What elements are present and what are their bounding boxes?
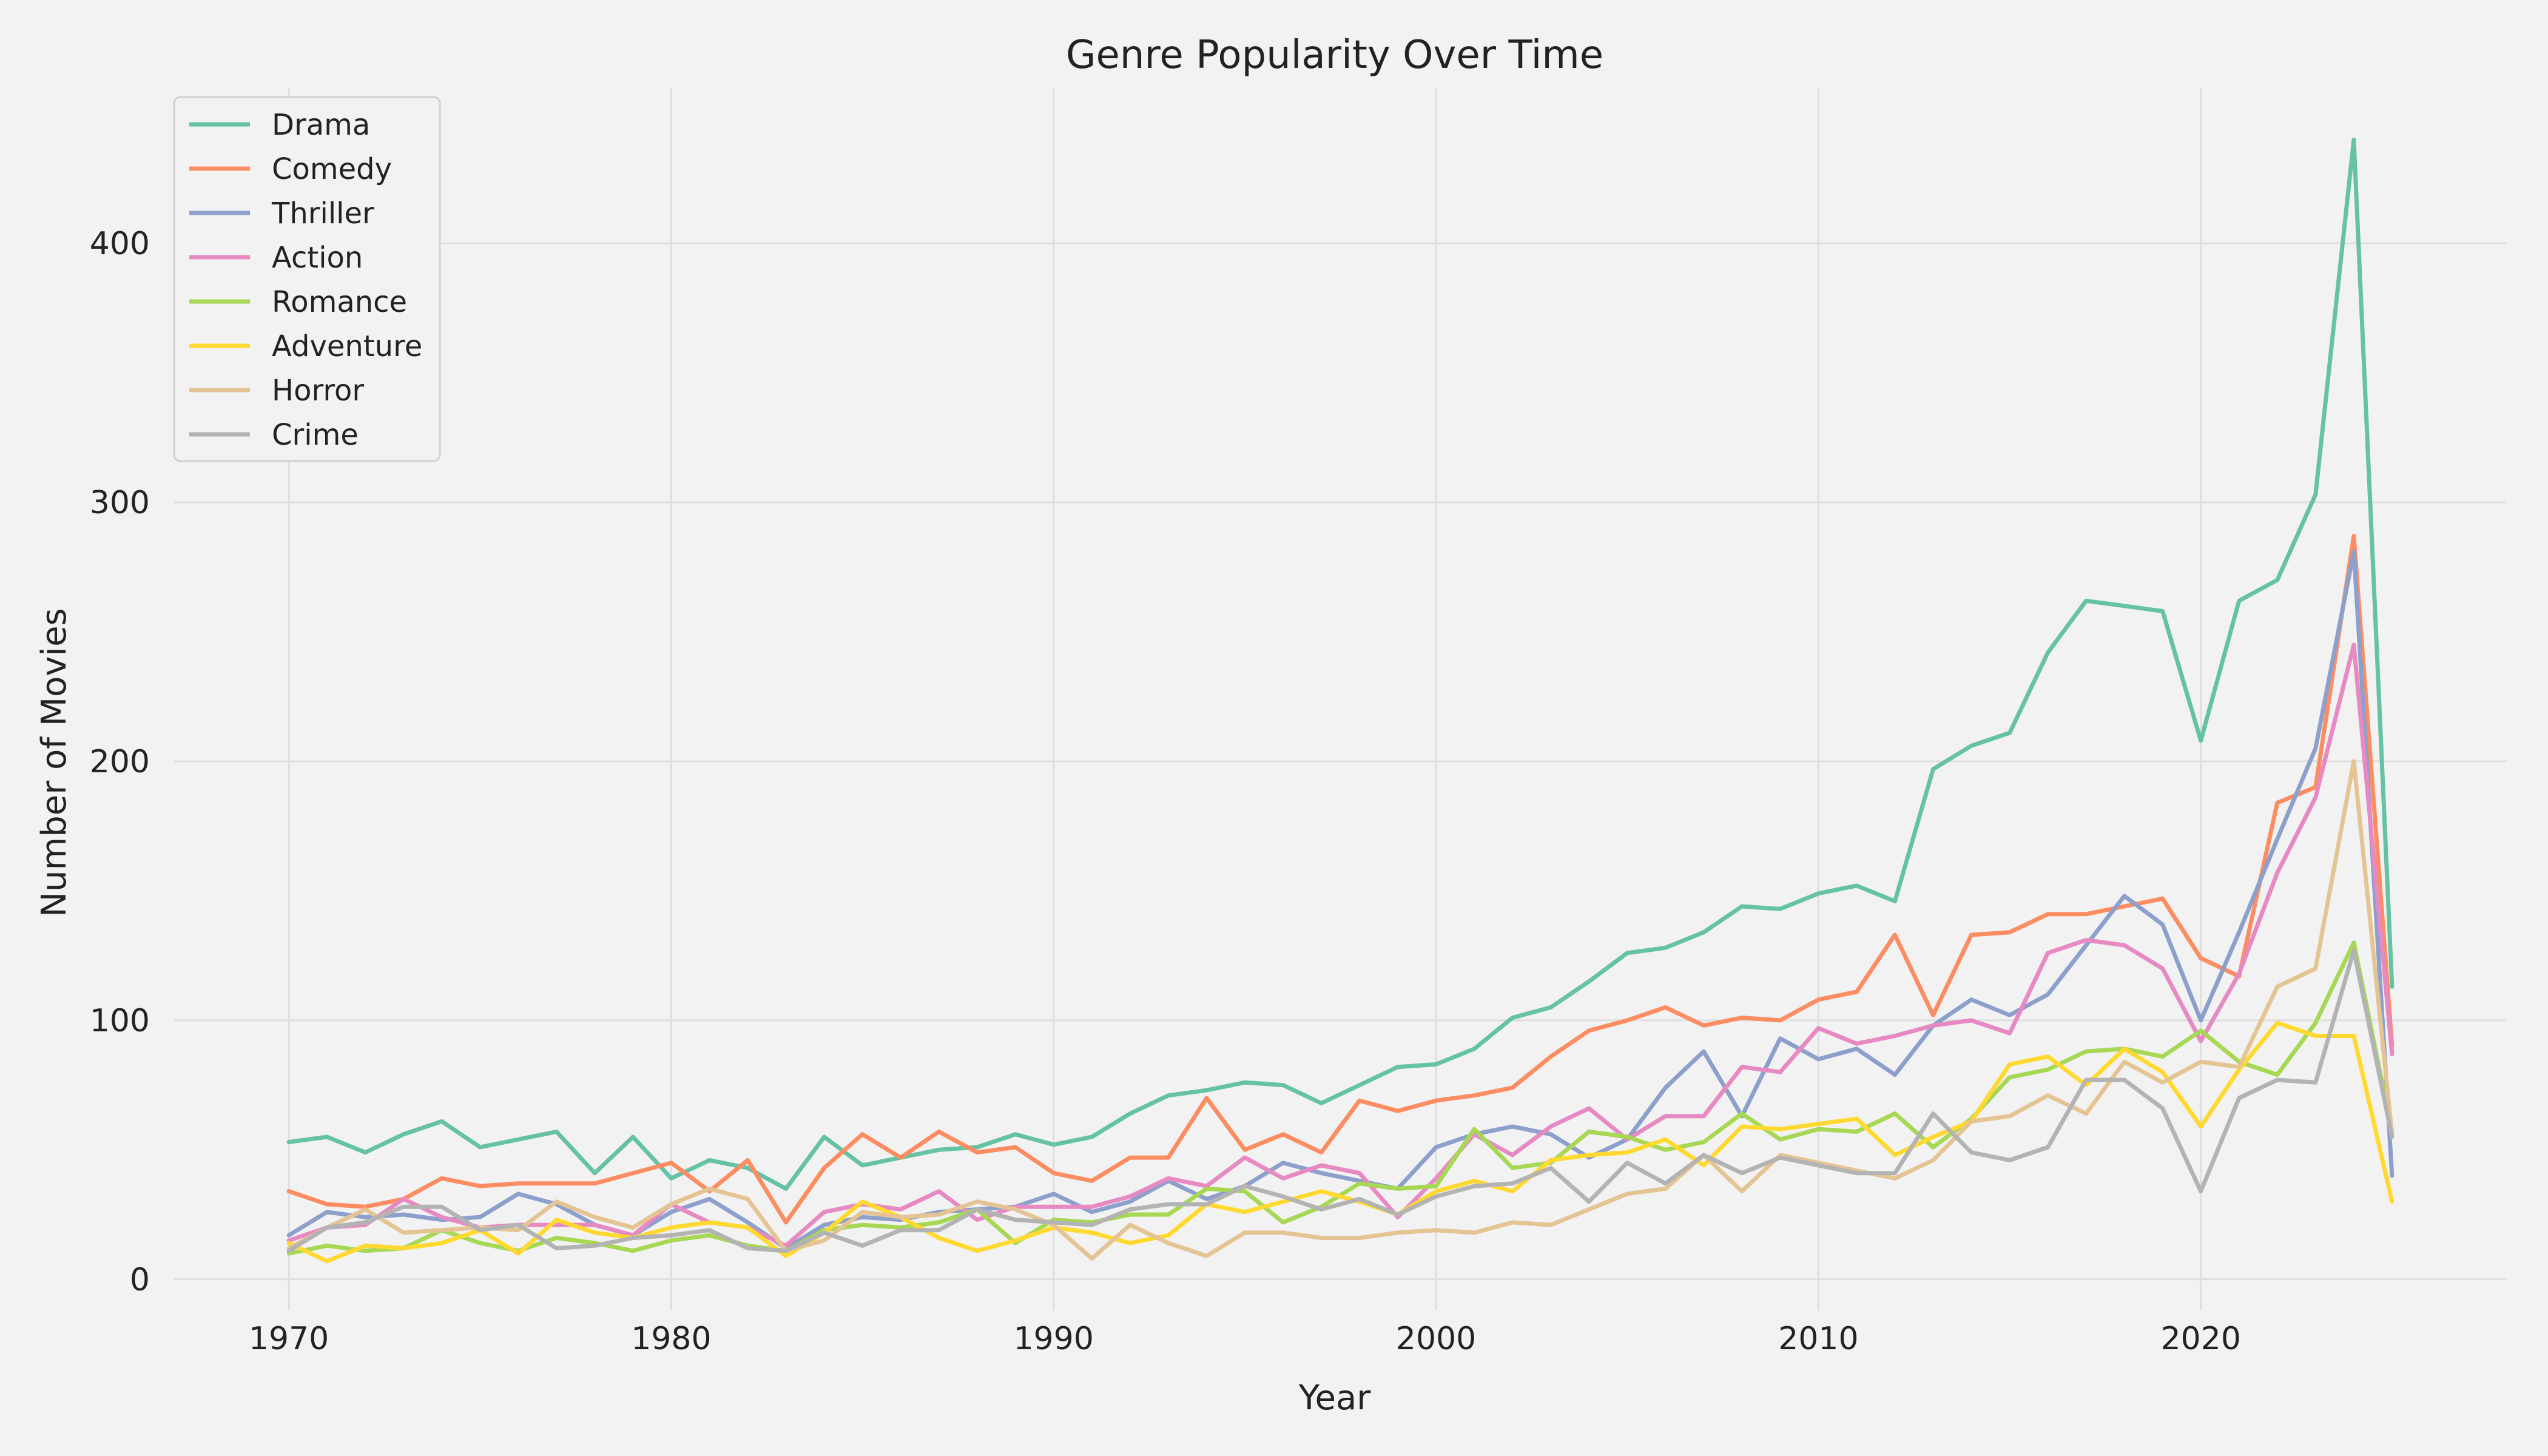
tick-labels: 1970 1980 1990 2000 2010 2020 0 100 200 300 400: [90, 226, 2241, 1357]
chart-title: Genre Popularity Over Time: [1066, 33, 1603, 78]
y-tick-label: 200: [90, 744, 150, 780]
y-tick-label: 300: [90, 485, 150, 521]
legend-label-adventure: Adventure: [272, 329, 422, 363]
legend-label-comedy: Comedy: [272, 152, 392, 186]
grid-lines: [174, 88, 2507, 1310]
legend-box: [173, 96, 441, 462]
y-tick-label: 0: [130, 1262, 150, 1298]
x-axis-label: Year: [1298, 1378, 1372, 1418]
y-axis-label: Number of Movies: [35, 608, 74, 917]
series-line-action: [286, 642, 2395, 1248]
series-line-comedy: [286, 534, 2395, 1225]
legend: Drama Comedy Thriller Action Romance Adventur…: [173, 96, 441, 462]
legend-label-crime: Crime: [272, 418, 359, 452]
series-line-horror: [286, 759, 2395, 1261]
y-tick-label: 400: [90, 226, 150, 262]
legend-label-action: Action: [272, 241, 363, 275]
x-tick-label: 1990: [1014, 1321, 1094, 1357]
legend-label-horror: Horror: [272, 374, 364, 408]
x-tick-label: 1970: [249, 1321, 329, 1357]
legend-label-drama: Drama: [272, 108, 370, 142]
x-tick-label: 2010: [1778, 1321, 1858, 1357]
x-tick-label: 1980: [631, 1321, 711, 1357]
series-line-drama: [286, 137, 2395, 1191]
x-tick-label: 2020: [2161, 1321, 2241, 1357]
y-tick-label: 100: [90, 1003, 150, 1039]
series-lines: [286, 137, 2395, 1264]
series-line-crime: [286, 948, 2395, 1253]
x-tick-label: 2000: [1396, 1321, 1476, 1357]
legend-label-thriller: Thriller: [271, 197, 374, 231]
legend-label-romance: Romance: [272, 285, 407, 319]
